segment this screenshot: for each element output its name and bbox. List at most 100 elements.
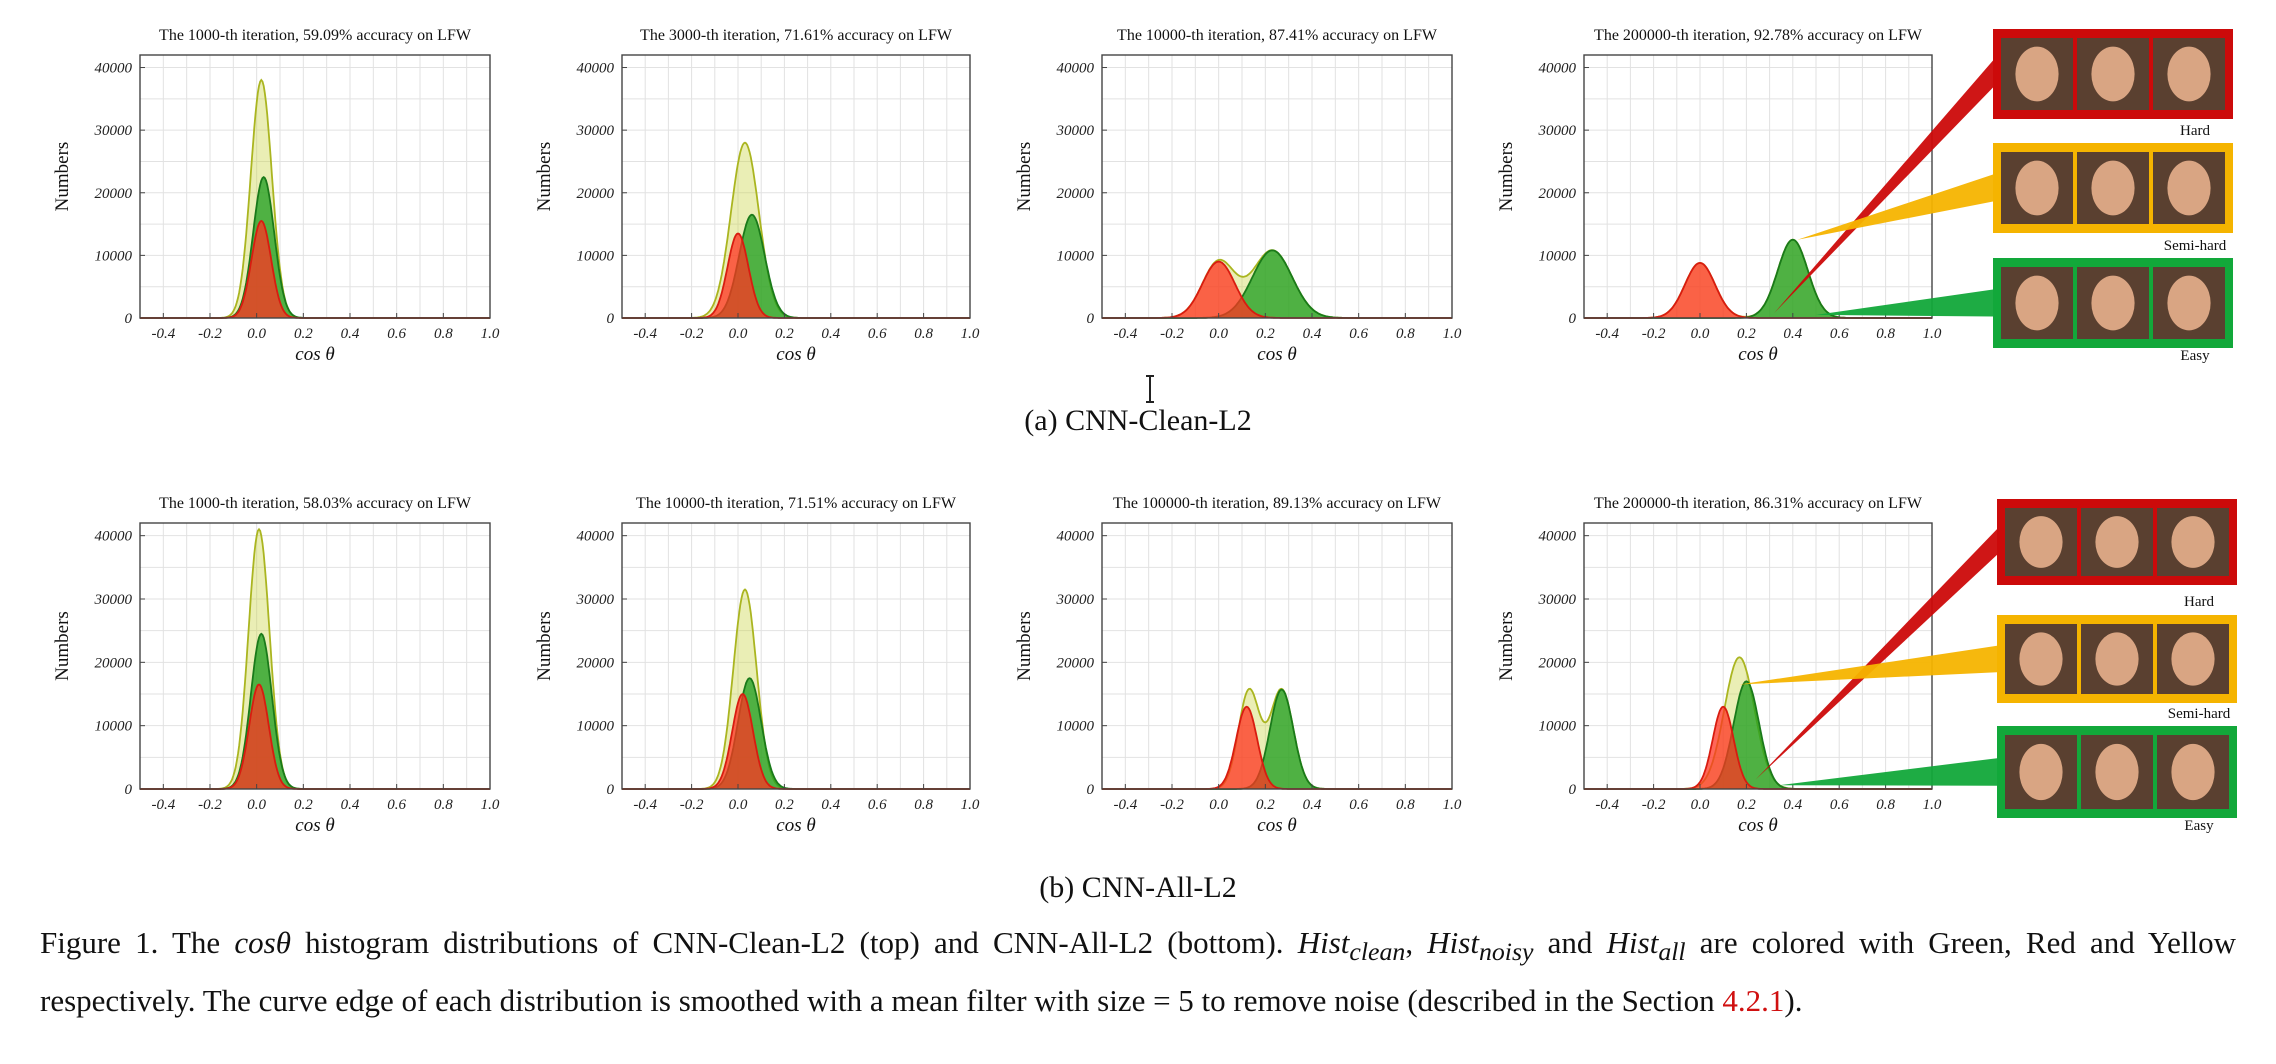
panel-title: The 10000-th iteration, 87.41% accuracy …	[1117, 27, 1438, 44]
face-shape	[2171, 632, 2215, 686]
y-tick-label: 30000	[576, 592, 615, 608]
y-tick-label: 30000	[94, 123, 133, 139]
x-tick-label: 0.4	[1303, 326, 1322, 342]
x-tick-label: -0.2	[1160, 797, 1184, 813]
series-line-all	[140, 527, 490, 790]
y-tick-label: 10000	[95, 719, 133, 735]
x-axis-label: cos θ	[1738, 344, 1777, 365]
difficulty-label: Easy	[2180, 348, 2210, 364]
y-tick-label: 40000	[95, 61, 133, 77]
face-shape	[2019, 632, 2063, 686]
x-axis-label: cos θ	[1738, 815, 1777, 836]
y-tick-label: 40000	[577, 529, 615, 545]
y-axis-label: Numbers	[52, 611, 73, 681]
x-tick-label: -0.4	[1595, 326, 1619, 342]
face-shape	[2019, 743, 2063, 801]
y-tick-label: 0	[1087, 782, 1095, 798]
plot-frame	[1101, 54, 1453, 319]
x-tick-label: -0.2	[680, 797, 704, 813]
callout-pointer-semi-hard	[1797, 174, 1993, 240]
x-axis-label: cos θ	[776, 815, 815, 836]
y-tick-label: 30000	[1538, 123, 1577, 139]
x-tick-label: 0.0	[247, 797, 266, 813]
series-area-noisy	[140, 684, 490, 789]
difficulty-label: Semi-hard	[2164, 238, 2227, 254]
panel-title: The 200000-th iteration, 86.31% accuracy…	[1594, 495, 1923, 512]
series-line-all	[140, 78, 490, 319]
x-tick-label: 0.6	[868, 326, 887, 342]
x-tick-label: 0.4	[1303, 797, 1322, 813]
y-tick-label: 10000	[1057, 248, 1095, 264]
y-tick-label: 0	[607, 311, 615, 327]
x-tick-label: 1.0	[961, 797, 980, 813]
y-tick-label: 10000	[95, 248, 133, 264]
face-shape	[2095, 516, 2139, 568]
y-tick-label: 40000	[577, 61, 615, 77]
callout-pointer-semi-hard	[1739, 645, 1997, 685]
series-area-clean	[1584, 681, 1932, 789]
series-area-clean	[1102, 250, 1452, 318]
series-area-all	[140, 80, 490, 318]
x-tick-label: -0.4	[1113, 797, 1137, 813]
x-tick-label: 0.2	[775, 326, 794, 342]
x-tick-label: 0.8	[434, 326, 453, 342]
x-tick-label: 0.0	[1209, 326, 1228, 342]
section-ref-link[interactable]: 4.2.1	[1722, 983, 1785, 1019]
histogram-panel: -0.4 -0.2 0.0 0.2 0.4 0.6 0.8 1.0 0 10000 20000 300…	[1014, 495, 1462, 836]
x-tick-label: -0.4	[151, 797, 175, 813]
y-axis-label: Numbers	[1496, 142, 1517, 212]
x-tick-label: 0.0	[729, 797, 748, 813]
x-tick-label: 1.0	[481, 797, 500, 813]
x-tick-label: 1.0	[1923, 797, 1942, 813]
y-tick-label: 0	[607, 782, 615, 798]
series-area-clean	[1102, 689, 1452, 789]
series-line-all	[622, 141, 970, 319]
y-tick-label: 40000	[1057, 61, 1095, 77]
subfigure-label: (b) CNN-All-L2	[1039, 871, 1236, 904]
y-axis-label: Numbers	[534, 611, 555, 681]
plot-frame	[139, 54, 491, 319]
face-shape	[2091, 46, 2135, 102]
difficulty-label: Easy	[2184, 818, 2214, 834]
x-tick-label: -0.2	[198, 326, 222, 342]
x-tick-label: 0.8	[1396, 797, 1415, 813]
x-tick-label: 1.0	[1923, 326, 1942, 342]
series-line-all	[622, 588, 970, 790]
x-tick-label: 0.2	[294, 797, 313, 813]
face-examples-easy: Easy	[1993, 258, 2233, 364]
x-tick-label: -0.2	[1642, 326, 1666, 342]
face-shape	[2095, 743, 2139, 801]
x-tick-label: 0.2	[775, 797, 794, 813]
series-area-clean	[622, 214, 970, 318]
x-tick-label: 0.0	[729, 326, 748, 342]
series-line-clean	[622, 677, 970, 790]
histogram-panel: -0.4 -0.2 0.0 0.2 0.4 0.6 0.8 1.0 0 10000 20000 300…	[534, 27, 980, 365]
y-tick-label: 20000	[1539, 186, 1577, 202]
x-tick-label: -0.2	[1642, 797, 1666, 813]
y-tick-label: 20000	[1057, 186, 1095, 202]
x-tick-label: 0.8	[914, 326, 933, 342]
y-tick-label: 30000	[1056, 592, 1095, 608]
face-shape	[2015, 275, 2059, 331]
x-tick-label: 0.8	[1876, 326, 1895, 342]
x-tick-label: 0.4	[341, 326, 360, 342]
series-line-noisy	[140, 219, 490, 319]
face-shape	[2091, 275, 2135, 331]
series-line-noisy	[622, 232, 970, 319]
y-tick-label: 40000	[1539, 61, 1577, 77]
x-tick-label: 1.0	[961, 326, 980, 342]
y-tick-label: 40000	[1539, 529, 1577, 545]
callout-pointer-easy	[1778, 758, 1997, 786]
y-axis-label: Numbers	[534, 142, 555, 212]
x-tick-label: -0.4	[633, 797, 657, 813]
series-area-noisy	[622, 233, 970, 318]
plot-frame	[621, 522, 971, 790]
plot-frame	[1101, 522, 1453, 790]
face-shape	[2091, 160, 2135, 216]
x-tick-label: 0.8	[434, 797, 453, 813]
series-area-all	[140, 529, 490, 789]
face-shape	[2171, 743, 2215, 801]
series-area-clean	[140, 633, 490, 789]
difficulty-label: Hard	[2184, 594, 2214, 610]
face-shape	[2015, 46, 2059, 102]
